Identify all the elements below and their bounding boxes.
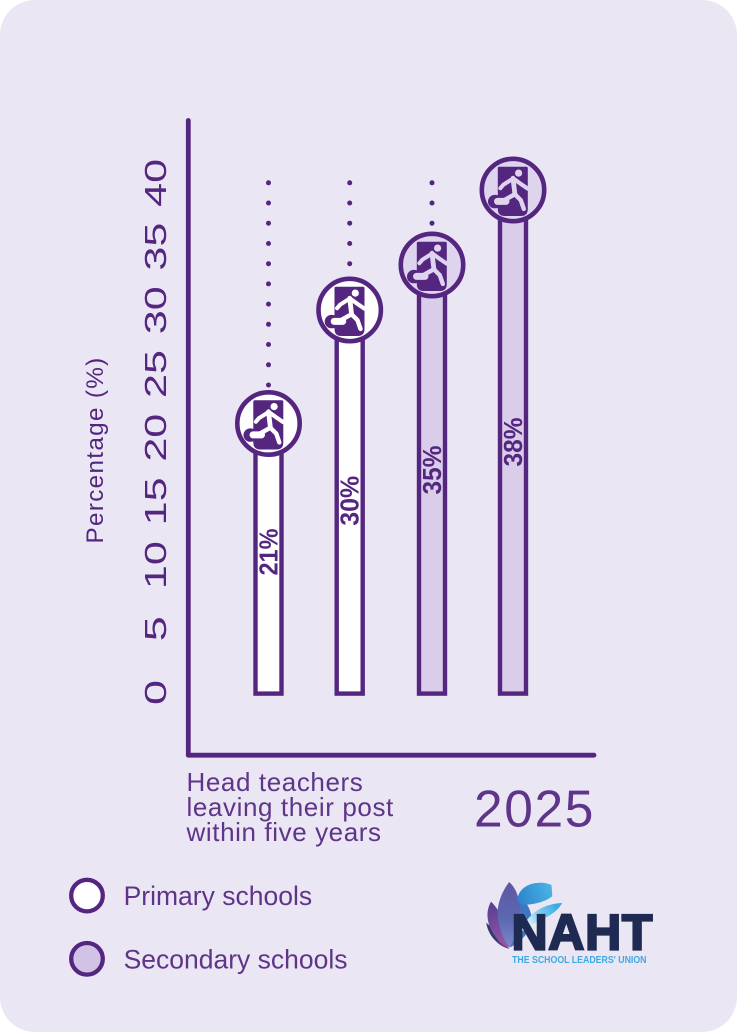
- svg-text:21%: 21%: [256, 529, 284, 576]
- svg-text:20: 20: [139, 414, 173, 462]
- svg-text:within five years: within five years: [186, 817, 382, 847]
- svg-text:15: 15: [139, 477, 173, 525]
- svg-text:0: 0: [139, 680, 173, 705]
- svg-text:30: 30: [139, 286, 173, 334]
- svg-text:Head teachers: Head teachers: [187, 767, 364, 797]
- svg-text:40: 40: [139, 159, 173, 207]
- svg-text:Primary schools: Primary schools: [124, 881, 313, 911]
- svg-text:25: 25: [139, 350, 173, 398]
- svg-text:Secondary schools: Secondary schools: [124, 944, 348, 974]
- svg-text:30%: 30%: [337, 476, 365, 526]
- svg-text:2025: 2025: [474, 780, 595, 838]
- svg-text:Percentage (%): Percentage (%): [82, 356, 109, 543]
- svg-text:35%: 35%: [419, 446, 447, 495]
- svg-text:35: 35: [139, 223, 173, 271]
- svg-text:leaving their post: leaving their post: [187, 792, 395, 822]
- svg-text:THE SCHOOL LEADERS' UNION: THE SCHOOL LEADERS' UNION: [512, 954, 647, 966]
- svg-text:10: 10: [139, 541, 173, 589]
- svg-text:38%: 38%: [500, 418, 528, 467]
- svg-text:NAHT: NAHT: [512, 905, 654, 961]
- svg-text:5: 5: [139, 616, 173, 641]
